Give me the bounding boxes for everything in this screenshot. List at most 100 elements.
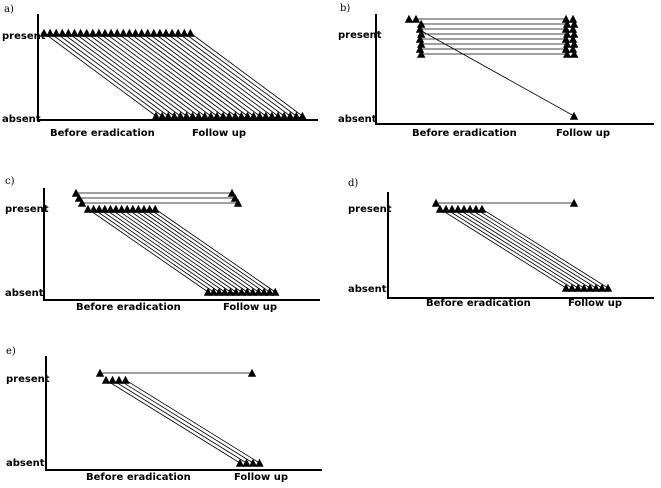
marker-before-present — [417, 29, 426, 38]
marker-follow-up-present — [227, 188, 237, 197]
marker-before-present — [139, 204, 149, 213]
marker-before-present — [52, 28, 61, 37]
marker-before-present — [441, 204, 451, 213]
lost-line — [147, 32, 260, 117]
marker-follow-up-absent — [157, 111, 167, 120]
marker-follow-up-present — [569, 198, 579, 207]
marker-follow-up-absent — [209, 287, 218, 296]
marker-before-present — [415, 24, 425, 33]
marker-before-present — [174, 28, 183, 37]
panel-label: c) — [5, 176, 15, 187]
marker-before-present — [94, 28, 104, 37]
marker-before-present — [186, 28, 195, 37]
marker-follow-up-absent — [242, 458, 251, 467]
marker-follow-up-absent — [603, 283, 613, 292]
marker-follow-up-absent — [194, 111, 203, 120]
lost-line — [132, 208, 254, 293]
axes — [387, 192, 654, 299]
marker-before-present — [143, 28, 152, 37]
axes — [45, 356, 322, 471]
marker-follow-up-present — [563, 19, 572, 28]
lost-line — [116, 32, 230, 117]
lost-line — [143, 208, 265, 293]
lost-line — [463, 208, 591, 289]
marker-follow-up-absent — [255, 458, 264, 467]
axes — [375, 14, 654, 125]
marker-before-present — [155, 28, 165, 37]
x-label-follow-up: Follow up — [556, 128, 610, 139]
marker-follow-up-absent — [273, 111, 283, 120]
lost-line — [135, 32, 248, 117]
panel-e: e) present absent Before eradication Follow … — [6, 346, 322, 483]
marker-follow-up-absent — [265, 287, 274, 296]
lost-line — [104, 208, 226, 293]
marker-follow-up-present — [563, 39, 572, 48]
marker-before-present — [137, 28, 146, 37]
marker-follow-up-absent — [298, 111, 307, 120]
marker-follow-up-absent — [182, 111, 191, 120]
lost-line — [49, 32, 163, 117]
lost-line — [445, 208, 573, 289]
marker-before-present — [128, 204, 137, 213]
marker-follow-up-present — [561, 34, 571, 43]
marker-follow-up-absent — [220, 287, 229, 296]
marker-follow-up-present — [563, 49, 572, 58]
y-label-present: present — [338, 30, 382, 41]
marker-follow-up-present — [568, 24, 578, 33]
marker-follow-up-absent — [215, 287, 224, 296]
marker-follow-up-absent — [231, 287, 241, 296]
lost-line — [104, 32, 218, 117]
marker-before-present — [161, 28, 171, 37]
lost-line — [129, 32, 242, 117]
lost-line — [123, 32, 236, 117]
marker-before-present — [95, 204, 104, 213]
marker-before-present — [125, 28, 134, 37]
x-label-follow-up: Follow up — [192, 128, 246, 139]
marker-follow-up-absent — [561, 283, 571, 292]
panel-label: e) — [6, 346, 16, 357]
panel-label: a) — [4, 4, 14, 15]
y-label-absent: absent — [5, 288, 44, 299]
panel-label: b) — [340, 3, 350, 14]
panel-b: b) present absent Before eradication Follow … — [338, 3, 654, 139]
lost-line — [121, 208, 242, 293]
y-label-present: present — [348, 204, 392, 215]
marker-follow-up-absent — [255, 111, 264, 120]
lost-line — [159, 32, 273, 117]
marker-follow-up-absent — [259, 287, 269, 296]
marker-follow-up-absent — [585, 283, 595, 292]
lost-line — [43, 32, 157, 117]
marker-follow-up-absent — [286, 111, 295, 120]
lost-line — [190, 32, 303, 117]
marker-before-present — [151, 204, 160, 213]
lost-line — [469, 208, 597, 289]
marker-before-present — [74, 193, 84, 202]
lost-line — [149, 208, 270, 293]
y-label-present: present — [5, 204, 49, 215]
x-label-before: Before eradication — [426, 298, 531, 309]
panel-a: a) present absent Before eradication Follow … — [2, 4, 318, 139]
marker-follow-up-present — [568, 44, 578, 53]
marker-before-present — [64, 28, 73, 37]
marker-before-present — [411, 14, 421, 23]
marker-before-present — [145, 204, 154, 213]
lost-line — [110, 32, 224, 117]
marker-follow-up-absent — [254, 287, 263, 296]
marker-follow-up-present — [561, 44, 571, 53]
marker-before-present — [111, 204, 121, 213]
marker-before-present — [180, 28, 189, 37]
marker-before-present — [106, 28, 116, 37]
marker-follow-up-present — [230, 193, 240, 202]
marker-follow-up-present — [247, 368, 257, 377]
marker-before-present — [88, 28, 97, 37]
lost-line — [138, 208, 259, 293]
marker-follow-up-absent — [248, 458, 258, 467]
marker-before-present — [45, 28, 55, 37]
x-label-follow-up: Follow up — [223, 302, 277, 313]
marker-follow-up-absent — [243, 111, 252, 120]
marker-before-present — [453, 204, 463, 213]
marker-before-present — [149, 28, 158, 37]
marker-follow-up-absent — [225, 111, 234, 120]
marker-before-present — [417, 49, 426, 58]
